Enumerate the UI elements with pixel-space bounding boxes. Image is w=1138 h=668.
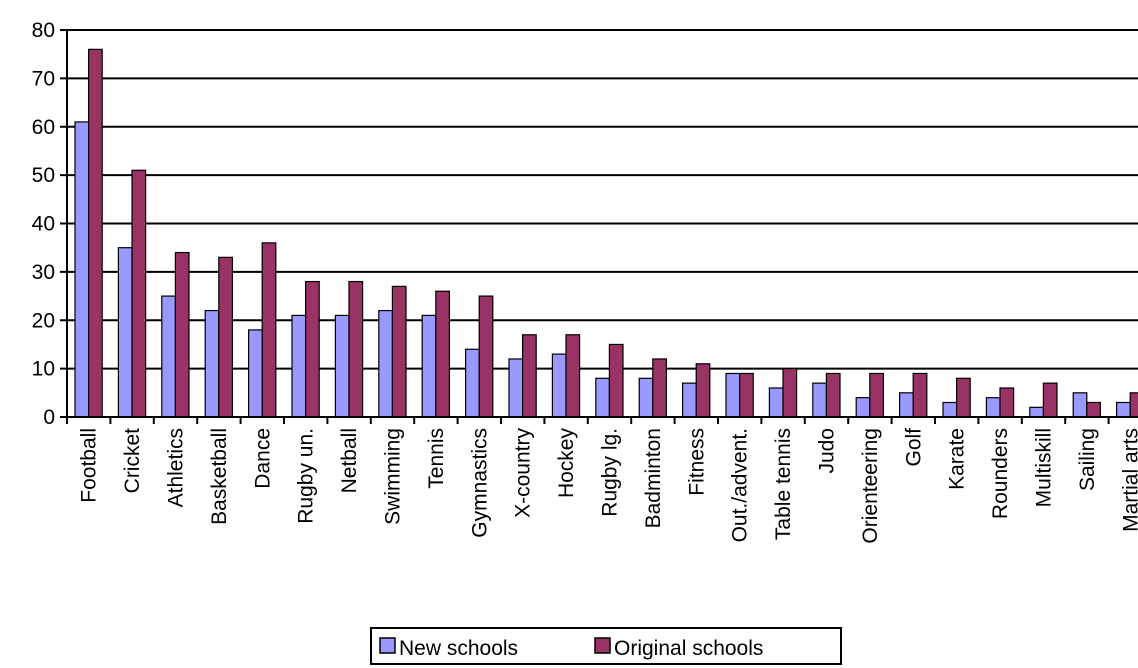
bar-original-schools xyxy=(131,169,147,418)
bar-new-schools xyxy=(595,377,610,418)
bar-original-schools xyxy=(174,251,190,418)
bar-original-schools xyxy=(825,372,841,418)
legend-swatch-new-schools xyxy=(379,637,396,654)
bar-new-schools xyxy=(551,353,567,418)
bar-original-schools xyxy=(261,242,277,418)
bar-new-schools xyxy=(681,382,697,418)
y-tick-label: 10 xyxy=(32,358,55,381)
bar-new-schools xyxy=(378,309,393,418)
bar-new-schools xyxy=(855,397,871,418)
bar-new-schools xyxy=(465,348,480,418)
x-category-label: Table tennis xyxy=(772,428,795,540)
bar-new-schools xyxy=(942,401,958,418)
legend: New schools Original schools xyxy=(370,627,842,665)
bar-original-schools xyxy=(608,343,624,418)
y-tick-label: 60 xyxy=(32,116,55,139)
bar-original-schools xyxy=(565,334,581,418)
bar-new-schools xyxy=(812,382,827,418)
x-category-labels: Football Cricket Athletics Basketball Dance R… xyxy=(78,428,1138,544)
bar-original-schools xyxy=(521,334,537,418)
bar-original-schools xyxy=(782,368,798,418)
y-tick-label: 80 xyxy=(32,19,55,42)
bar-new-schools xyxy=(74,121,90,418)
bar-new-schools xyxy=(334,314,350,418)
bar-new-schools xyxy=(1072,392,1088,418)
bar-original-schools xyxy=(955,377,971,418)
legend-label-original-schools: Original schools xyxy=(614,637,763,660)
x-category-label: Swimming xyxy=(382,428,405,525)
bar-new-schools xyxy=(768,387,784,418)
x-category-label: Football xyxy=(78,428,101,503)
x-category-label: Orienteering xyxy=(859,428,882,544)
x-category-label: Hockey xyxy=(555,428,578,499)
y-tick-label: 50 xyxy=(32,164,55,187)
x-category-label: Tennis xyxy=(425,428,448,489)
bar-original-schools xyxy=(999,387,1015,418)
bar-original-schools xyxy=(1086,401,1102,418)
bar-original-schools xyxy=(478,295,494,418)
legend-swatch-original-schools xyxy=(594,637,611,654)
bar-original-schools xyxy=(869,372,884,418)
x-category-label: Golf xyxy=(902,428,925,467)
bar-original-schools xyxy=(1129,392,1138,418)
gridlines xyxy=(67,29,1138,370)
bar-new-schools xyxy=(638,377,654,418)
bar-original-schools xyxy=(87,48,103,418)
bar-new-schools xyxy=(985,397,1001,418)
x-category-label: Gymnastics xyxy=(468,428,491,538)
bar-new-schools xyxy=(1115,401,1131,418)
bar-new-schools xyxy=(725,372,741,418)
x-category-label: Athletics xyxy=(165,428,188,507)
bar-new-schools xyxy=(898,392,914,418)
x-category-label: Multiskill xyxy=(1033,428,1056,507)
x-category-label: Rugby lg. xyxy=(599,428,622,517)
y-tick-label: 20 xyxy=(32,309,55,332)
y-tick-label: 70 xyxy=(32,67,55,90)
bar-new-schools xyxy=(248,329,263,418)
x-category-label: Dance xyxy=(251,428,274,489)
x-category-label: Rounders xyxy=(989,428,1012,519)
bar-original-schools xyxy=(218,256,234,418)
bar-new-schools xyxy=(204,309,220,418)
bar-original-schools xyxy=(391,285,407,418)
bar-original-schools xyxy=(305,280,320,418)
x-category-label: Cricket xyxy=(121,428,144,494)
x-category-label: Rugby un. xyxy=(295,428,318,524)
bar-new-schools xyxy=(1029,406,1045,418)
y-tick-labels: 0 10 20 30 40 50 60 70 80 xyxy=(32,19,55,429)
y-tick-label: 40 xyxy=(32,213,55,236)
bar-original-schools xyxy=(695,363,711,418)
bar-new-schools xyxy=(291,314,307,418)
x-category-label: Fitness xyxy=(685,428,708,496)
y-tick-label: 30 xyxy=(32,261,55,284)
x-category-label: Sailing xyxy=(1076,428,1099,491)
axes xyxy=(60,29,1138,424)
legend-label-new-schools: New schools xyxy=(399,637,518,660)
bar-new-schools xyxy=(508,358,524,418)
x-category-label: Karate xyxy=(946,428,969,490)
bar-original-schools xyxy=(912,372,928,418)
x-category-label: Netball xyxy=(338,428,361,493)
bar-new-schools xyxy=(421,314,437,418)
bars xyxy=(74,48,1138,418)
bar-new-schools xyxy=(117,247,133,418)
bar-new-schools xyxy=(161,295,177,418)
x-category-label: Judo xyxy=(816,428,839,474)
x-category-label: Badminton xyxy=(642,428,665,528)
bar-original-schools xyxy=(652,358,667,418)
bar-original-schools xyxy=(738,372,754,418)
x-category-label: Basketball xyxy=(208,428,231,525)
y-tick-label: 0 xyxy=(43,406,55,429)
bar-original-schools xyxy=(435,290,450,418)
bar-original-schools xyxy=(1042,382,1058,418)
x-category-label: X-country xyxy=(512,428,535,518)
bar-original-schools xyxy=(348,280,364,418)
x-category-label: Out./advent. xyxy=(729,428,752,542)
x-category-label: Martial arts xyxy=(1119,428,1138,532)
